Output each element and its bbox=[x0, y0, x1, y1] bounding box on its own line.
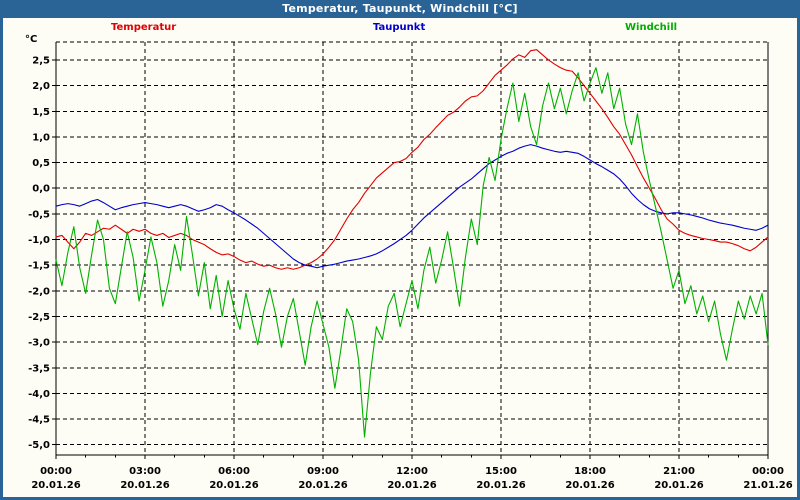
legend-item-windchill: Windchill bbox=[625, 22, 678, 33]
y-axis-tick-label: -3,0 bbox=[28, 338, 50, 349]
series-line-temperatur bbox=[55, 49, 769, 270]
legend-item-temperatur: Temperatur bbox=[111, 22, 177, 33]
y-axis-tick-label: -4,5 bbox=[28, 415, 50, 426]
y-axis-tick-label: 0,5 bbox=[32, 158, 50, 169]
x-axis-date-label: 20.01.26 bbox=[654, 480, 703, 491]
x-axis-date-label: 20.01.26 bbox=[31, 480, 80, 491]
x-axis-date-label: 20.01.26 bbox=[476, 480, 525, 491]
x-axis-date-label: 21.01.26 bbox=[743, 480, 792, 491]
y-axis-tick-label: 2,5 bbox=[32, 55, 50, 66]
grid-lines bbox=[56, 41, 768, 455]
x-axis-time-label: 15:00 bbox=[485, 466, 517, 477]
page-title: Temperatur, Taupunkt, Windchill [°C] bbox=[282, 2, 518, 15]
series-line-windchill bbox=[55, 67, 769, 438]
y-axis-tick-label: -2,0 bbox=[28, 286, 50, 297]
plot-frame bbox=[52, 42, 769, 459]
x-axis-date-label: 20.01.26 bbox=[387, 480, 436, 491]
x-axis-time-label: 09:00 bbox=[307, 466, 339, 477]
y-axis-labels: 2,5 2,0 1,5 1,0 0,5 0,0 -0,5 -1,0 -1,5 -2,0 -2,5 -3… bbox=[28, 55, 50, 451]
x-axis-time-label: 00:00 bbox=[752, 466, 784, 477]
legend-item-taupunkt: Taupunkt bbox=[373, 22, 426, 33]
series-line-taupunkt bbox=[55, 144, 769, 269]
x-axis-date-label: 20.01.26 bbox=[120, 480, 169, 491]
y-axis-tick-label: -0,5 bbox=[28, 209, 50, 220]
y-axis-unit: °C bbox=[25, 34, 38, 45]
y-axis-tick-label: -3,5 bbox=[28, 363, 50, 374]
y-axis-tick-label: 1,5 bbox=[32, 107, 50, 118]
y-axis-tick-label: -2,5 bbox=[28, 312, 50, 323]
y-axis-tick-label: 2,0 bbox=[32, 81, 50, 92]
y-axis-tick-label: -4,0 bbox=[28, 389, 50, 400]
y-axis-tick-label: 1,0 bbox=[32, 132, 50, 143]
x-axis-time-label: 18:00 bbox=[574, 466, 606, 477]
y-axis-tick-label: -1,5 bbox=[28, 261, 50, 272]
x-axis-labels: 00:00 20.01.26 03:00 20.01.26 06:00 20.01.26 0… bbox=[31, 466, 792, 491]
x-axis-time-label: 21:00 bbox=[663, 466, 695, 477]
x-axis-date-label: 20.01.26 bbox=[565, 480, 614, 491]
chart-area: 2,5 2,0 1,5 1,0 0,5 0,0 -0,5 -1,0 -1,5 -2,0 -2,5 -3… bbox=[3, 0, 797, 494]
x-axis-date-label: 20.01.26 bbox=[209, 480, 258, 491]
x-axis-time-label: 03:00 bbox=[129, 466, 161, 477]
x-axis-time-label: 00:00 bbox=[40, 466, 72, 477]
chart-canvas: 2,5 2,0 1,5 1,0 0,5 0,0 -0,5 -1,0 -1,5 -2,0 -2,5 -3… bbox=[28, 41, 793, 491]
x-axis-time-label: 06:00 bbox=[218, 466, 250, 477]
data-series bbox=[55, 49, 769, 438]
x-axis-date-label: 20.01.26 bbox=[298, 480, 347, 491]
chart-legend: Temperatur Taupunkt Windchill bbox=[3, 20, 797, 36]
y-axis-tick-label: -1,0 bbox=[28, 235, 50, 246]
window-title-bar: Temperatur, Taupunkt, Windchill [°C] bbox=[0, 0, 800, 18]
y-axis-tick-label: -5,0 bbox=[28, 440, 50, 451]
x-axis-time-label: 12:00 bbox=[396, 466, 428, 477]
y-axis-tick-label: 0,0 bbox=[32, 184, 50, 195]
